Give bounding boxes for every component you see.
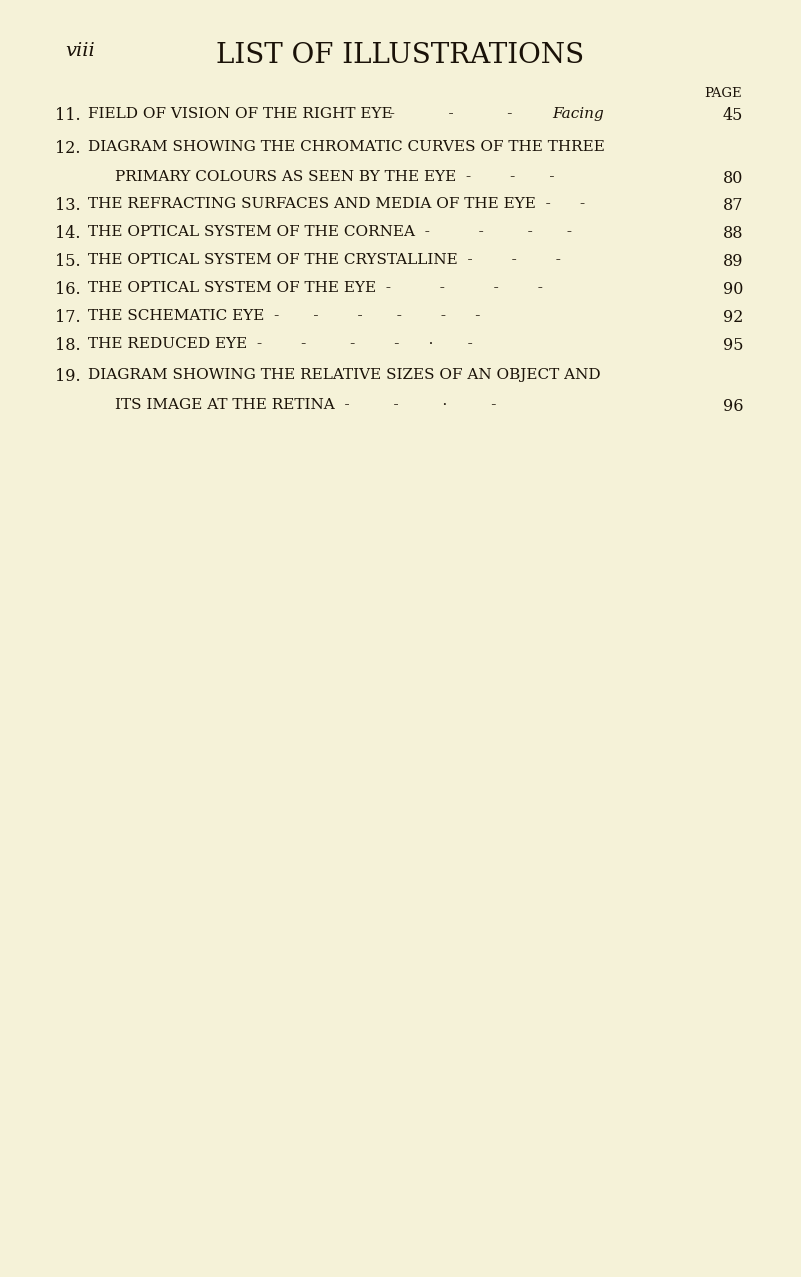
Text: 12.: 12.: [55, 140, 80, 157]
Text: Facing: Facing: [553, 107, 604, 121]
Text: THE OPTICAL SYSTEM OF THE EYE  -          -          -        -: THE OPTICAL SYSTEM OF THE EYE - - - -: [88, 281, 543, 295]
Text: PRIMARY COLOURS AS SEEN BY THE EYE  -        -       -: PRIMARY COLOURS AS SEEN BY THE EYE - - -: [115, 170, 554, 184]
Text: 16.: 16.: [55, 281, 81, 298]
Text: LIST OF ILLUSTRATIONS: LIST OF ILLUSTRATIONS: [216, 42, 584, 69]
Text: -           -           -: - - -: [380, 107, 517, 121]
Text: THE OPTICAL SYSTEM OF THE CORNEA  -          -         -       -: THE OPTICAL SYSTEM OF THE CORNEA - - - -: [88, 225, 572, 239]
Text: 88: 88: [723, 225, 743, 243]
Text: 89: 89: [723, 253, 743, 269]
Text: ITS IMAGE AT THE RETINA  -         -         ·         -: ITS IMAGE AT THE RETINA - - · -: [115, 398, 497, 412]
Text: THE REDUCED EYE  -        -         -        -      ·       -: THE REDUCED EYE - - - - · -: [88, 337, 473, 351]
Text: 13.: 13.: [55, 197, 81, 215]
Text: viii: viii: [65, 42, 95, 60]
Text: 92: 92: [723, 309, 743, 326]
Text: PAGE: PAGE: [704, 87, 742, 100]
Text: 14.: 14.: [55, 225, 80, 243]
Text: 18.: 18.: [55, 337, 81, 354]
Text: 90: 90: [723, 281, 743, 298]
Text: DIAGRAM SHOWING THE CHROMATIC CURVES OF THE THREE: DIAGRAM SHOWING THE CHROMATIC CURVES OF …: [88, 140, 605, 155]
Text: 96: 96: [723, 398, 743, 415]
Text: THE REFRACTING SURFACES AND MEDIA OF THE EYE  -      -: THE REFRACTING SURFACES AND MEDIA OF THE…: [88, 197, 585, 211]
Text: DIAGRAM SHOWING THE RELATIVE SIZES OF AN OBJECT AND: DIAGRAM SHOWING THE RELATIVE SIZES OF AN…: [88, 368, 601, 382]
Text: 87: 87: [723, 197, 743, 215]
Text: 80: 80: [723, 170, 743, 186]
Text: 15.: 15.: [55, 253, 81, 269]
Text: THE SCHEMATIC EYE  -       -        -       -        -      -: THE SCHEMATIC EYE - - - - - -: [88, 309, 481, 323]
Text: 19.: 19.: [55, 368, 81, 384]
Text: 95: 95: [723, 337, 743, 354]
Text: 45: 45: [723, 107, 743, 124]
Text: 17.: 17.: [55, 309, 81, 326]
Text: THE OPTICAL SYSTEM OF THE CRYSTALLINE  -        -        -: THE OPTICAL SYSTEM OF THE CRYSTALLINE - …: [88, 253, 561, 267]
Text: 11.: 11.: [55, 107, 81, 124]
Text: FIELD OF VISION OF THE RIGHT EYE: FIELD OF VISION OF THE RIGHT EYE: [88, 107, 392, 121]
